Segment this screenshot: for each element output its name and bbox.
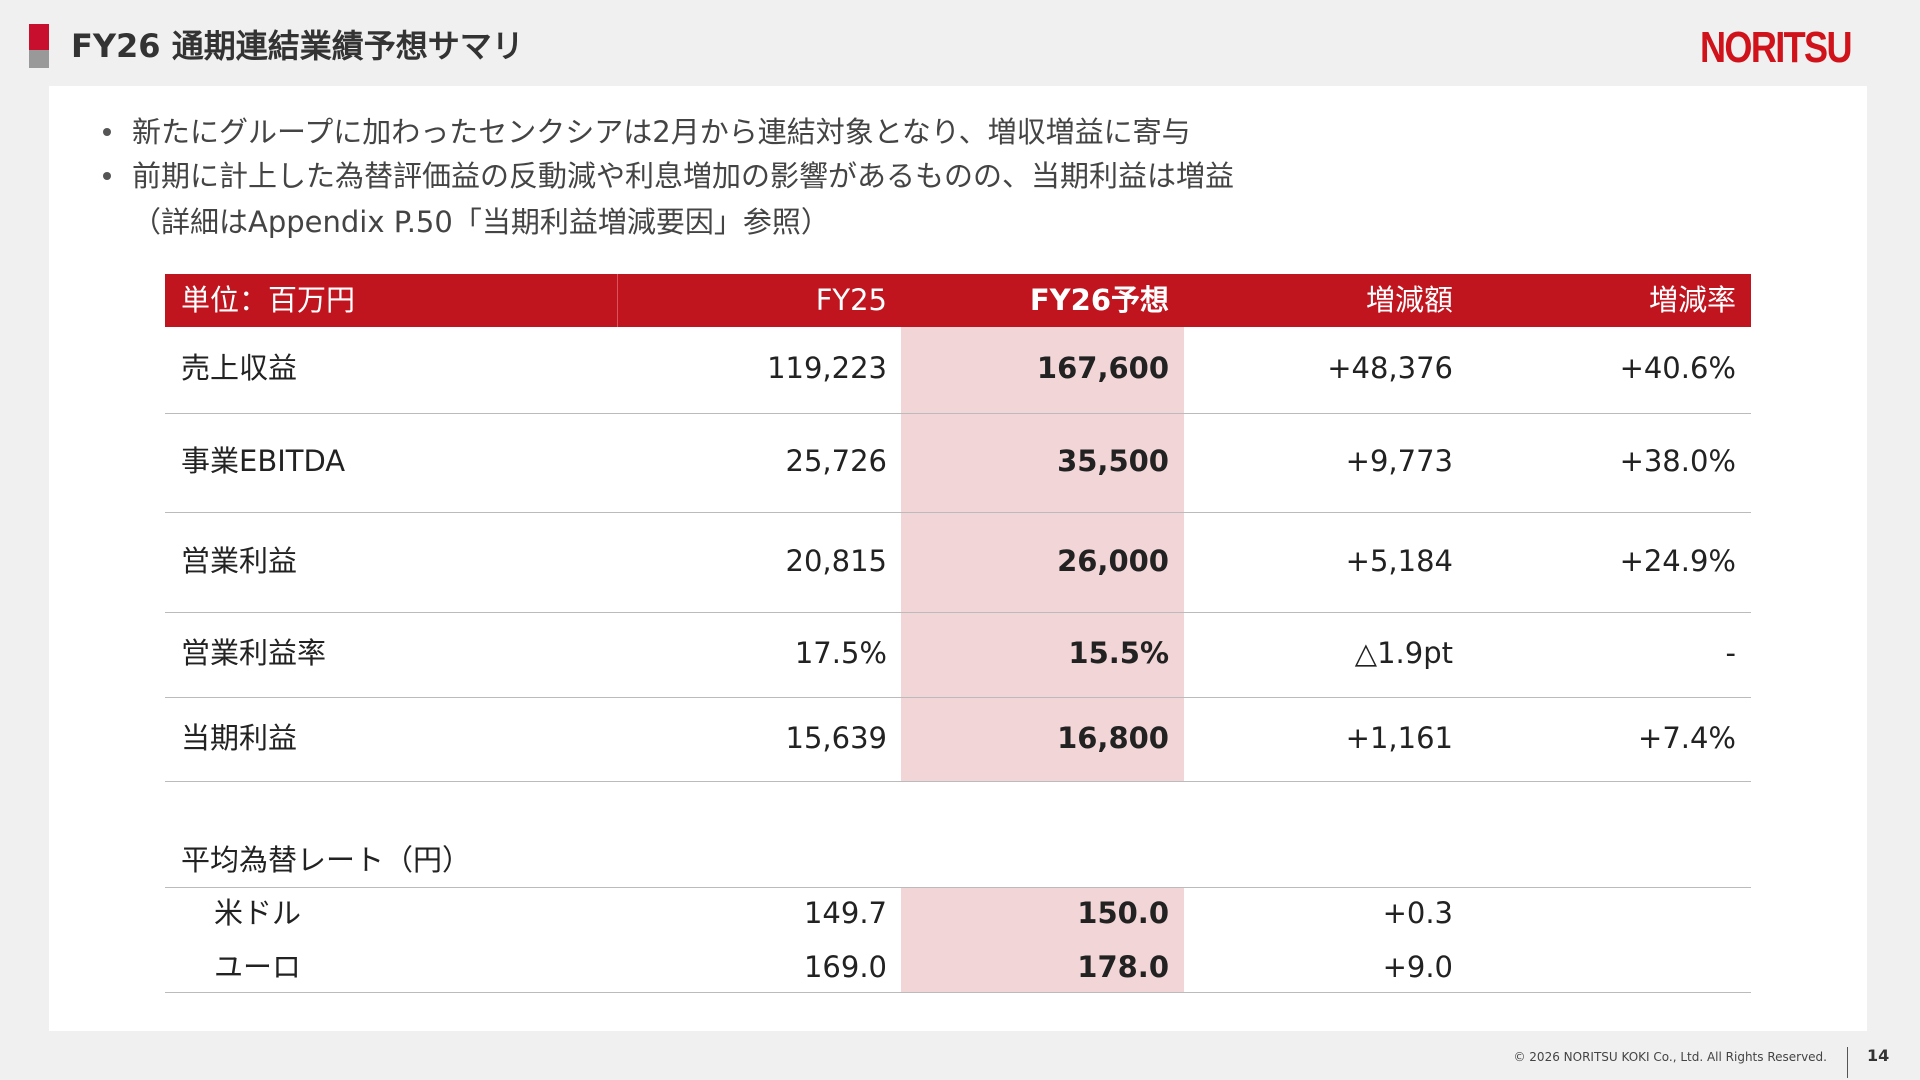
fx-title: 平均為替レート（円） [181,843,472,877]
copyright: © 2026 NORITSU KOKI Co., Ltd. All Rights… [1513,1050,1827,1064]
row-divider [165,781,1751,782]
fx-cell: +0.3 [1382,896,1453,930]
row-divider [165,992,1751,993]
column-header: 単位：百万円 [181,283,356,317]
row-divider [165,512,1751,513]
bullet-text: 前期に計上した為替評価益の反動減や利息増加の影響があるものの、当期利益は増益 [132,159,1235,193]
row-divider [165,413,1751,414]
column-header: 増減額 [1365,283,1453,317]
bullet-dot [103,172,111,180]
fx-label: 米ドル [214,896,302,930]
slide-title: FY26 通期連結業績予想サマリ [71,27,524,65]
highlight-column [901,327,1184,781]
row-divider [165,697,1751,698]
table-cell: 20,815 [785,544,887,578]
table-cell: 16,800 [1057,721,1169,755]
row-label: 売上収益 [181,351,298,385]
column-header: 増減率 [1648,283,1736,317]
table-cell: 15.5% [1068,636,1169,670]
table-header-bg [165,274,1751,327]
table-cell: 25,726 [785,444,887,478]
footer-divider [1847,1047,1848,1078]
row-label: 営業利益 [181,544,298,578]
table-cell: 167,600 [1036,351,1169,385]
fx-cell: 178.0 [1077,950,1169,984]
fx-cell: 149.7 [803,896,887,930]
row-label: 事業EBITDA [181,444,346,478]
logo: NORITSU [1700,23,1853,72]
table-cell: - [1725,636,1736,670]
bullet-dot [103,128,111,136]
column-header: FY25 [815,283,887,317]
table-cell: +9,773 [1345,444,1453,478]
table-cell: +5,184 [1345,544,1453,578]
title-marker [29,24,49,50]
table-cell: 17.5% [794,636,887,670]
fx-cell: 150.0 [1077,896,1169,930]
table-cell: +1,161 [1345,721,1453,755]
table-cell: △1.9pt [1354,636,1453,670]
row-divider [165,612,1751,613]
table-cell: 119,223 [767,351,887,385]
bullet-text: 新たにグループに加わったセンクシアは2月から連結対象となり、増収増益に寄与 [132,115,1191,149]
fx-cell: 169.0 [803,950,887,984]
fx-label: ユーロ [214,950,302,984]
table-cell: 15,639 [785,721,887,755]
table-cell: +24.9% [1619,544,1736,578]
column-header: FY26予想 [1029,283,1169,317]
table-cell: +48,376 [1327,351,1453,385]
table-cell: 35,500 [1057,444,1169,478]
header-divider [617,274,618,327]
table-cell: +7.4% [1638,721,1736,755]
page-number: 14 [1867,1046,1890,1065]
fx-cell: +9.0 [1382,950,1453,984]
note-text: （詳細はAppendix P.50「当期利益増減要因」参照） [132,205,830,239]
table-cell: +38.0% [1619,444,1736,478]
table-cell: +40.6% [1619,351,1736,385]
title-marker [29,50,49,68]
highlight-column [901,887,1184,992]
row-divider [165,887,1751,888]
row-label: 営業利益率 [181,636,327,670]
row-label: 当期利益 [181,721,298,755]
table-cell: 26,000 [1057,544,1169,578]
